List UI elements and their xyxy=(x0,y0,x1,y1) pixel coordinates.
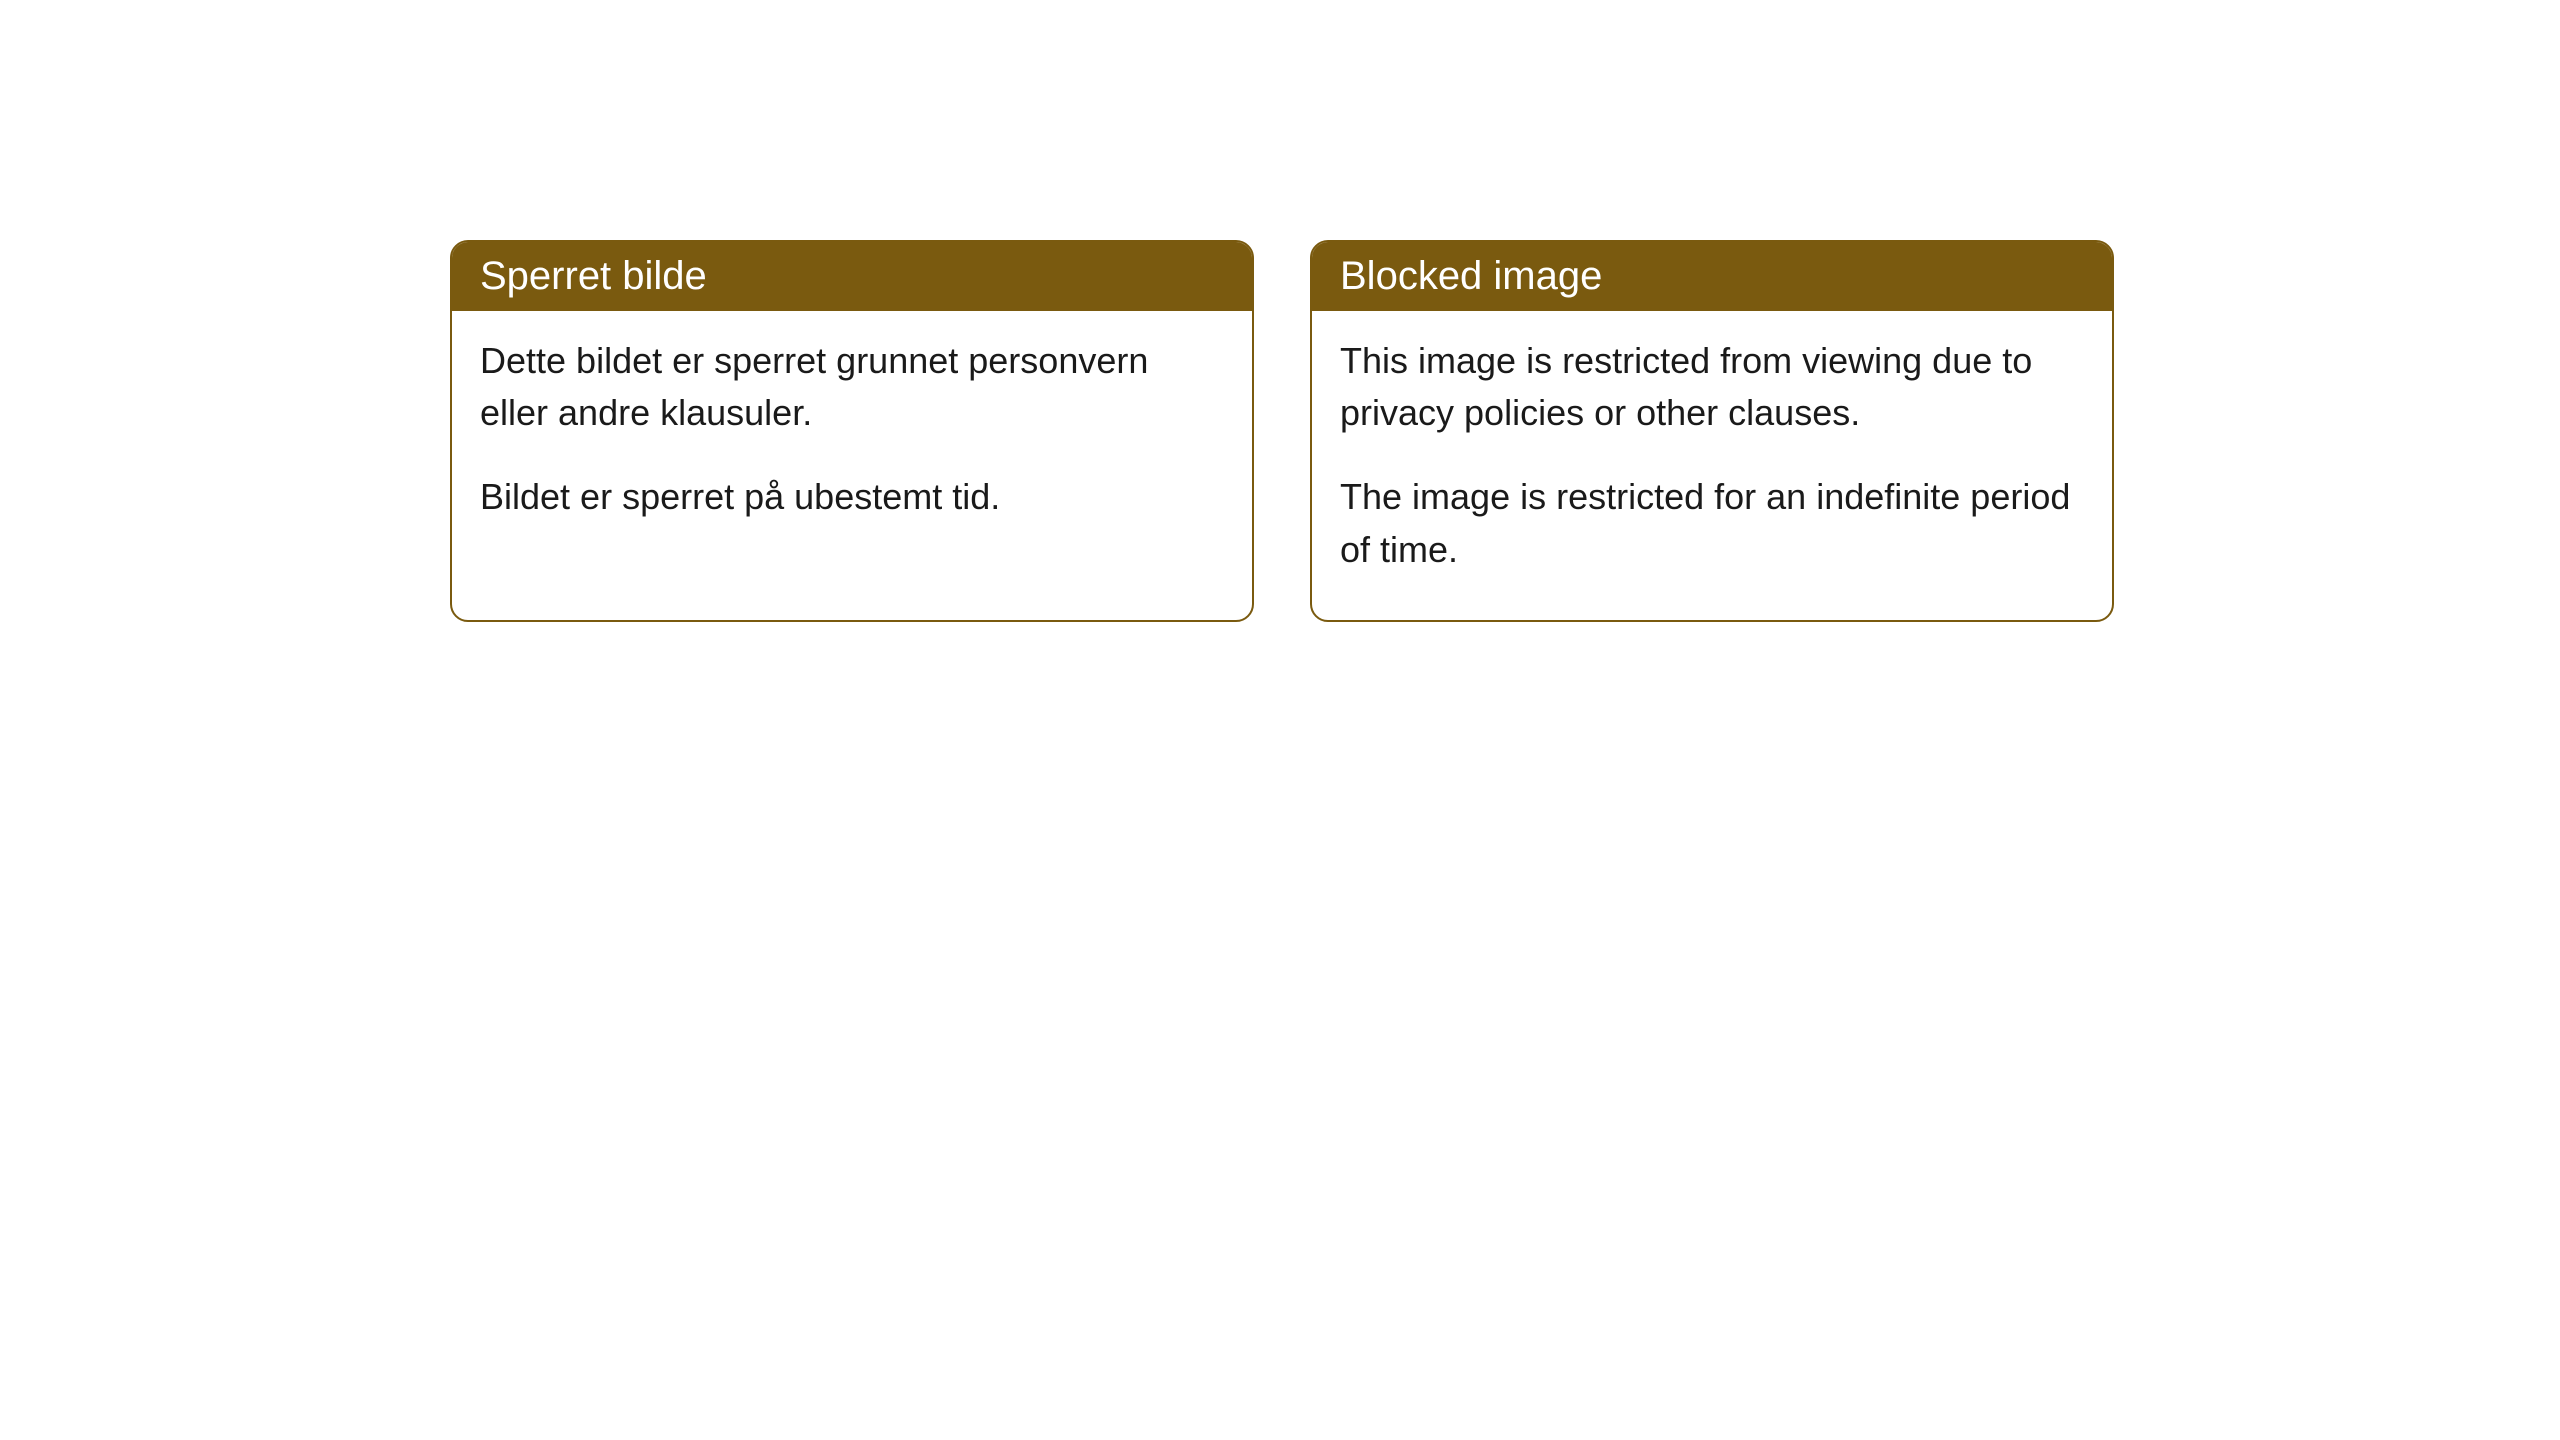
card-paragraph-1: Dette bildet er sperret grunnet personve… xyxy=(480,335,1224,439)
card-header-english: Blocked image xyxy=(1312,242,2112,311)
card-english: Blocked image This image is restricted f… xyxy=(1310,240,2114,622)
card-body-english: This image is restricted from viewing du… xyxy=(1312,311,2112,620)
card-title: Sperret bilde xyxy=(480,254,707,298)
card-title: Blocked image xyxy=(1340,254,1602,298)
cards-container: Sperret bilde Dette bildet er sperret gr… xyxy=(450,240,2560,622)
card-paragraph-2: The image is restricted for an indefinit… xyxy=(1340,471,2084,575)
card-body-norwegian: Dette bildet er sperret grunnet personve… xyxy=(452,311,1252,568)
card-paragraph-1: This image is restricted from viewing du… xyxy=(1340,335,2084,439)
card-norwegian: Sperret bilde Dette bildet er sperret gr… xyxy=(450,240,1254,622)
card-header-norwegian: Sperret bilde xyxy=(452,242,1252,311)
card-paragraph-2: Bildet er sperret på ubestemt tid. xyxy=(480,471,1224,523)
